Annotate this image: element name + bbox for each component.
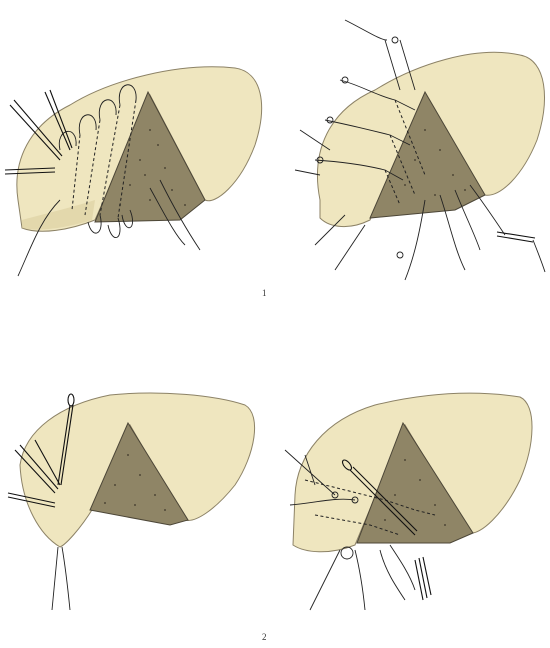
wound-texture [104, 454, 166, 511]
loose-thread-ends [51, 546, 71, 611]
suture-knots [316, 36, 404, 259]
forceps-instrument [414, 556, 432, 601]
wound-bed [369, 90, 486, 219]
figure-1-right-panel [294, 19, 546, 281]
interrupted-suture-lines [314, 19, 426, 206]
wound-texture [384, 459, 446, 526]
tissue-flap [19, 392, 256, 548]
figure-1-left-panel [4, 66, 263, 277]
figure-2-label: 2 [262, 632, 267, 642]
tissue-shading [22, 200, 95, 230]
suture-needle-instrument [7, 393, 75, 508]
hanging-thread-ends [309, 544, 416, 611]
mattress-suture-loops [58, 84, 137, 238]
tissue-flap [16, 66, 263, 232]
wound-bed [356, 421, 474, 544]
forceps-instrument [496, 231, 546, 273]
needle-instrument [341, 459, 418, 536]
wound-texture [404, 129, 466, 196]
figure-1-label: 1 [262, 288, 267, 298]
continuous-suture-line [284, 449, 436, 536]
loose-thread-ends [17, 179, 201, 277]
wound-bed [89, 421, 189, 526]
hanging-thread-ends [294, 129, 506, 281]
figure-2-right-panel [284, 392, 533, 611]
tissue-flap [292, 392, 533, 553]
needle-holder-instrument [4, 89, 73, 175]
figure-2-left-panel [7, 392, 256, 611]
